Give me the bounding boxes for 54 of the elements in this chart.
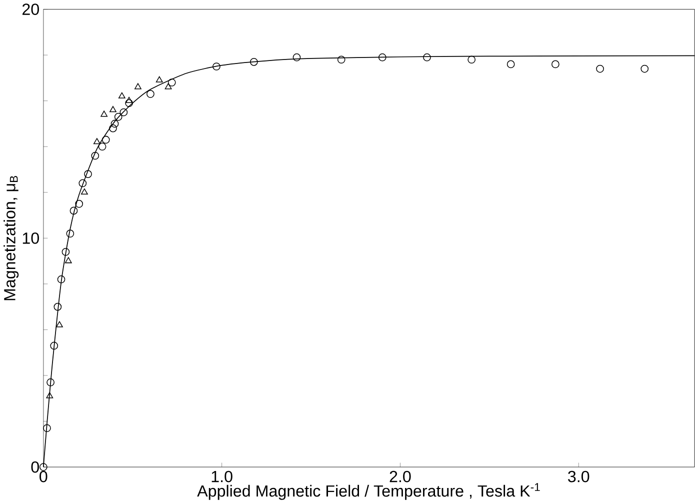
point	[506, 60, 515, 68]
point	[423, 53, 431, 62]
point	[50, 342, 58, 350]
y-tick-label: 20	[22, 3, 39, 15]
y-tick-label: 0	[31, 461, 39, 472]
point	[57, 275, 66, 284]
point	[109, 124, 117, 132]
point	[98, 142, 106, 150]
x-tick-label: 2.0	[390, 470, 411, 482]
point	[596, 64, 604, 72]
point	[164, 82, 172, 90]
point	[84, 170, 92, 178]
point	[81, 188, 88, 194]
point	[212, 62, 220, 70]
point	[168, 78, 176, 86]
y-axis-title: Magnetization, μ$_{B}$	[4, 176, 19, 300]
x-tick-label: 3.0	[568, 470, 590, 482]
x-axis-title: Applied Magnetic Field / Temperature , Tesla K$^{-1}$	[197, 482, 540, 500]
point	[56, 320, 63, 328]
point	[250, 58, 258, 66]
point	[292, 53, 301, 62]
point	[78, 179, 87, 187]
point	[118, 92, 126, 98]
point	[126, 96, 132, 103]
point	[378, 53, 386, 62]
point	[62, 248, 70, 256]
point	[110, 120, 119, 128]
point	[70, 206, 78, 214]
point	[93, 138, 100, 144]
point	[146, 90, 154, 98]
point	[156, 76, 163, 82]
point	[75, 200, 84, 208]
point	[114, 112, 122, 121]
point	[337, 55, 346, 64]
point	[120, 108, 128, 116]
point	[39, 462, 48, 471]
point	[66, 229, 74, 238]
point	[100, 110, 108, 116]
point	[43, 424, 51, 432]
point	[102, 136, 110, 144]
x-tick-label: 1.0	[212, 470, 232, 482]
point	[46, 378, 54, 386]
point	[552, 60, 560, 68]
point	[640, 64, 649, 72]
point	[54, 302, 62, 311]
point	[64, 256, 72, 263]
point	[91, 152, 100, 160]
y-tick-label: 10	[22, 232, 39, 244]
point	[46, 392, 54, 398]
point	[110, 106, 116, 112]
point	[468, 55, 476, 64]
point	[134, 82, 142, 90]
x-tick-label: 0	[40, 470, 48, 482]
point	[125, 98, 133, 107]
